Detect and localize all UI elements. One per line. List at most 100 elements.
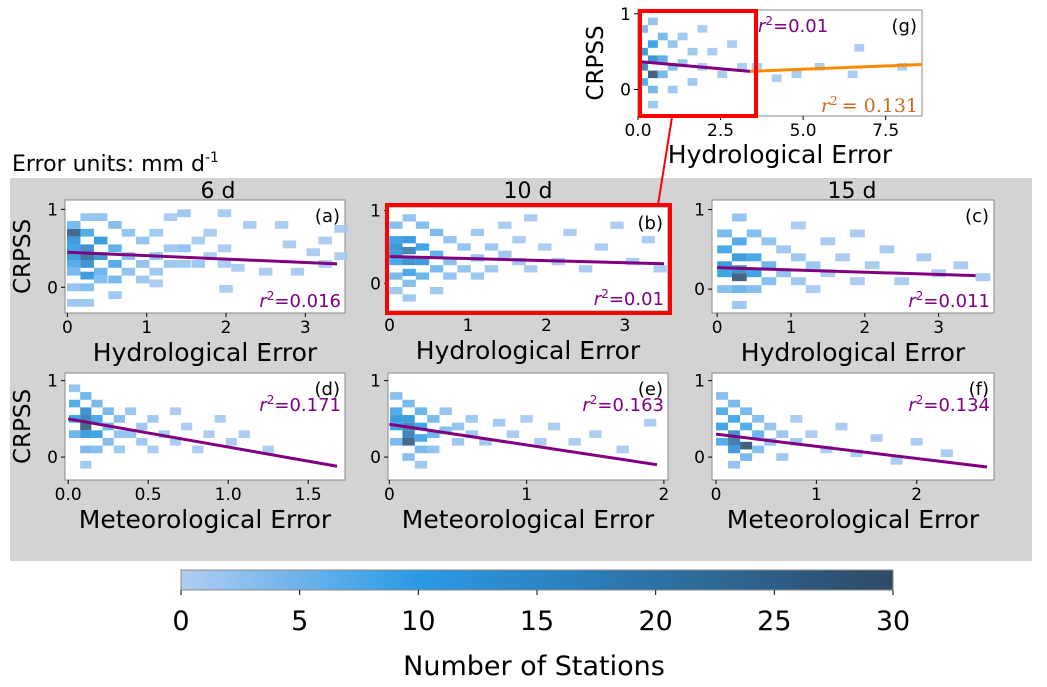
heatmap-cell — [716, 422, 729, 431]
heatmap-cell — [790, 415, 803, 423]
heatmap-cell — [177, 244, 191, 253]
heatmap-cell — [805, 285, 821, 294]
x-tick-label: 0 — [384, 316, 395, 336]
heatmap-cell — [752, 415, 765, 423]
x-tick-label: 2.5 — [707, 121, 734, 141]
heatmap-cell — [147, 445, 159, 454]
panel-d: 0.0 0.5 1.0 1.5 0 1 Meteorological Error CRPSS (… — [10, 372, 346, 534]
heatmap-cell — [790, 221, 806, 230]
heatmap-cell — [177, 260, 191, 268]
heatmap-cell — [80, 252, 94, 261]
plot-area — [387, 372, 669, 481]
x-axis-label: Hydrological Error — [668, 140, 893, 169]
heatmap-cell — [66, 267, 81, 276]
heatmap-cell — [870, 434, 883, 442]
r-symbol: r — [582, 395, 591, 416]
heatmap-cell — [854, 44, 865, 52]
y-tick-label: 1 — [47, 200, 58, 220]
heatmap-cell — [641, 236, 656, 244]
heatmap-cell — [643, 418, 657, 427]
heatmap-cell — [717, 245, 732, 254]
heatmap-cell — [149, 228, 163, 237]
heatmap-cell — [389, 287, 403, 295]
x-tick-label: 3 — [933, 318, 944, 338]
plot-area — [637, 9, 923, 117]
heatmap-cell — [262, 445, 274, 454]
heatmap-cell — [80, 407, 92, 416]
heatmap-cell — [820, 269, 836, 278]
x-tick-label: 1 — [141, 318, 152, 338]
heatmap-cell — [647, 40, 658, 48]
heatmap-cell — [776, 269, 791, 278]
colorbar-label: Number of Stations — [403, 651, 665, 682]
heatmap-cell — [135, 260, 150, 268]
heatmap-cell — [916, 253, 932, 262]
heatmap-cell — [80, 392, 92, 400]
r-symbol: r — [594, 289, 603, 310]
heatmap-cell — [657, 70, 668, 79]
heatmap-cell — [91, 415, 103, 423]
heatmap-cell — [746, 253, 762, 262]
heatmap-cell — [940, 449, 953, 458]
heatmap-cell — [108, 291, 122, 299]
x-tick-label: 2 — [859, 318, 870, 338]
heatmap-cell — [538, 243, 552, 251]
heatmap-cell — [716, 437, 729, 446]
heatmap-cell — [334, 252, 348, 261]
heatmap-cell — [740, 453, 753, 461]
heatmap-cell — [687, 78, 698, 86]
heatmap-cell — [728, 445, 741, 454]
heatmap-cell — [470, 228, 485, 237]
heatmap-cell — [524, 265, 538, 273]
heatmap-cell — [125, 430, 137, 438]
heatmap-cell — [728, 430, 741, 438]
heatmap-cell — [578, 265, 593, 273]
heatmap-cell — [771, 74, 782, 82]
heatmap-cell — [697, 25, 708, 33]
heatmap-cell — [66, 283, 81, 292]
heatmap-cell — [589, 430, 602, 438]
heatmap-cell — [113, 430, 125, 438]
heatmap-cell — [80, 422, 92, 431]
x-tick-label: 0 — [62, 318, 73, 338]
heatmap-cell — [66, 236, 81, 245]
heatmap-cell — [761, 237, 777, 246]
heatmap-cell — [847, 70, 858, 79]
heatmap-cell — [776, 453, 789, 461]
heatmap-cell — [217, 209, 232, 218]
heatmap-cell — [203, 252, 217, 261]
heatmap-cell — [192, 445, 204, 454]
heatmap-cell — [402, 399, 415, 408]
heatmap-cell — [647, 17, 658, 26]
y-tick-label: 1 — [694, 201, 705, 221]
heatmap-cell — [512, 257, 526, 266]
heatmap-cell — [790, 437, 803, 446]
heatmap-cell — [790, 253, 806, 262]
panel-letter: (d) — [315, 379, 340, 400]
heatmap-cell — [389, 221, 403, 229]
y-tick-label: 1 — [694, 372, 705, 392]
heatmap-cell — [737, 63, 747, 71]
heatmap-cell — [731, 301, 747, 310]
r-squared-value: =0.01 — [773, 16, 828, 37]
heatmap-cell — [764, 422, 777, 431]
heatmap-cell — [402, 268, 416, 277]
heatmap-cell — [638, 25, 648, 33]
heatmap-cell — [746, 229, 762, 238]
highlight-box-b — [385, 203, 672, 315]
heatmap-cell — [776, 245, 791, 254]
heatmap-cell — [290, 267, 305, 276]
r-squared-label: r2=0.016 — [259, 289, 341, 312]
heatmap-cell — [653, 265, 667, 273]
heatmap-cell — [80, 415, 92, 423]
x-tick-label: 2 — [221, 318, 232, 338]
heatmap-cell — [439, 426, 452, 435]
x-tick-label: 0.0 — [55, 485, 82, 505]
heatmap-cell — [890, 457, 903, 465]
r-squared-value: =0.163 — [597, 395, 664, 416]
x-axis-label: Hydrological Error — [741, 338, 966, 367]
heatmap-cell — [731, 253, 747, 262]
panel-letter: (g) — [892, 16, 917, 37]
heatmap-cell — [113, 445, 125, 454]
